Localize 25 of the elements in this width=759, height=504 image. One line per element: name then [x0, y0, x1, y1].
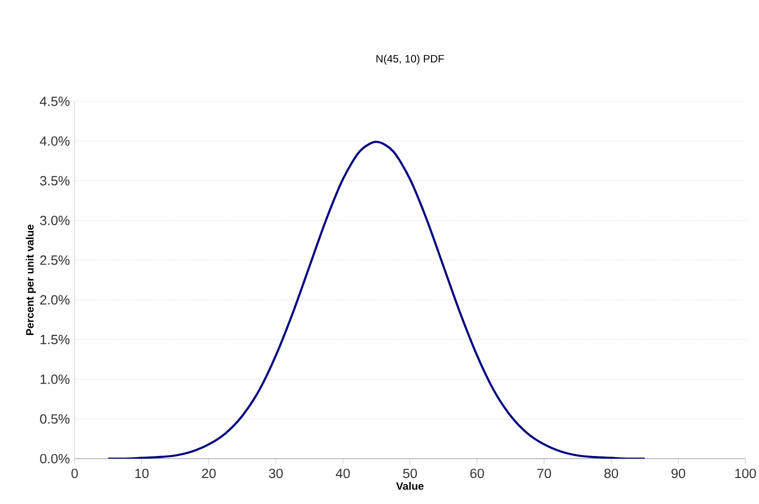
y-axis-title: Percent per unit value	[26, 224, 36, 336]
y-tick-label: 0.5%	[40, 414, 70, 424]
x-axis-title: Value	[396, 482, 424, 490]
x-tick-label: 90	[671, 468, 686, 478]
y-tick-label: 3.5%	[40, 176, 70, 186]
y-tick-label: 4.0%	[40, 136, 70, 146]
y-tick-label: 0.0%	[40, 454, 70, 464]
x-tick-label: 70	[537, 468, 552, 478]
y-tick-label: 4.5%	[40, 96, 70, 106]
y-tick-label: 2.5%	[40, 255, 70, 265]
x-tick-label: 10	[135, 468, 149, 478]
x-tick-label: 50	[403, 468, 417, 478]
x-tick-label: 20	[202, 468, 216, 478]
chart-title: N(45, 10) PDF	[376, 54, 444, 65]
x-tick-label: 80	[604, 468, 618, 478]
x-tick-label: 40	[336, 468, 350, 478]
y-tick-label: 1.5%	[40, 334, 70, 344]
y-tick-label: 2.0%	[40, 295, 70, 305]
x-tick-label: 100	[735, 468, 756, 478]
x-tick-label: 60	[470, 468, 484, 478]
y-tick-label: 3.0%	[40, 216, 70, 226]
x-tick-label: 30	[268, 468, 283, 478]
x-tick-label: 0	[71, 468, 78, 478]
y-tick-label: 1.0%	[40, 374, 70, 384]
line-series	[107, 140, 646, 459]
